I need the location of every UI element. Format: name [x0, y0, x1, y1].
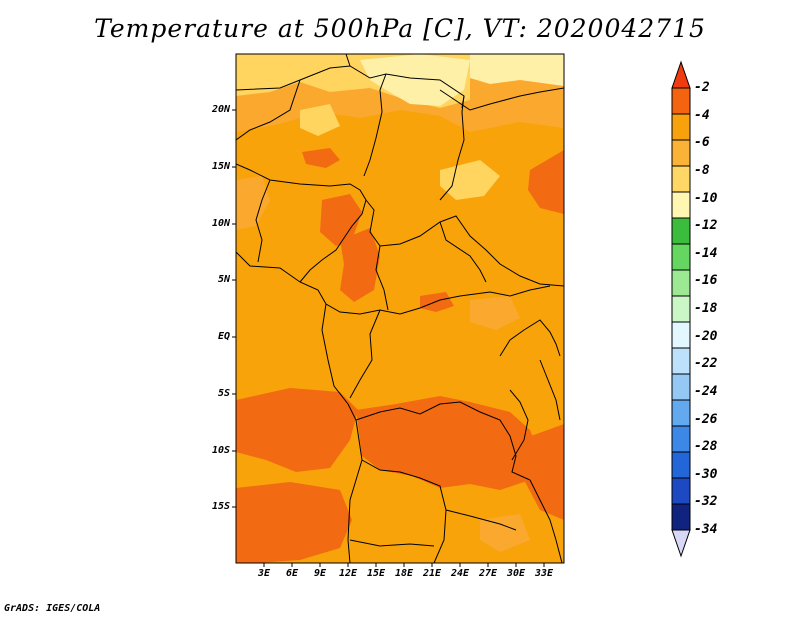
- colorbar-segment: [671, 399, 691, 427]
- colorbar-label: -16: [694, 273, 718, 289]
- colorbar-label: -32: [694, 494, 718, 510]
- field-patch-cool-6: [480, 514, 530, 552]
- colorbar-label: -34: [694, 522, 718, 537]
- colorbar-segment: [671, 139, 691, 167]
- colorbar-segment: [671, 477, 691, 505]
- field-patch-cool-5: [470, 296, 520, 330]
- lat-label: 10S: [211, 445, 230, 456]
- colorbar-label: -4: [694, 107, 710, 123]
- colorbar-bottom-arrow: [671, 529, 691, 558]
- field-patch-warm-7: [356, 396, 540, 490]
- colorbar-segment: [671, 191, 691, 219]
- lon-label: 3E: [257, 568, 271, 579]
- field-patch-cool-2: [300, 104, 340, 136]
- field-patch-warm-6: [236, 388, 358, 472]
- colorbar-segment: [671, 451, 691, 479]
- colorbar-label: -30: [694, 466, 718, 482]
- map-frame: [235, 53, 565, 564]
- lat-tick-marks: [232, 109, 236, 508]
- colorbar-segment: [671, 425, 691, 453]
- field-patch-warm-4: [528, 150, 564, 214]
- colorbar-segment: [671, 243, 691, 271]
- colorbar-label: -18: [694, 301, 718, 316]
- field-patch-cold-2: [470, 54, 564, 86]
- lon-label: 9E: [313, 568, 327, 579]
- lon-label: 27E: [478, 568, 498, 579]
- colorbar-label: -22: [694, 356, 718, 372]
- field-patch-warm-9: [520, 424, 564, 520]
- field-patch-warm-1: [302, 148, 340, 168]
- colorbar-segment: [671, 113, 691, 141]
- colorbar-label: -10: [694, 190, 718, 206]
- lat-label: EQ: [217, 331, 230, 342]
- lat-label: 15S: [211, 501, 230, 512]
- colorbar-label: -28: [694, 439, 718, 455]
- country-borders: [236, 54, 564, 563]
- colorbar-segment: [671, 165, 691, 193]
- lat-label: 15N: [211, 161, 230, 172]
- colorbar-label: -20: [694, 328, 718, 344]
- lon-label: 18E: [394, 568, 414, 579]
- lon-label: 33E: [534, 568, 554, 579]
- colorbar-segment: [671, 269, 691, 297]
- colorbar-segment: [671, 347, 691, 375]
- colorbar-top-arrow: [671, 60, 691, 89]
- colorbar-label: -8: [694, 162, 710, 178]
- colorbar-segment: [671, 373, 691, 401]
- temperature-field: [236, 54, 564, 563]
- lat-label: 20N: [211, 104, 230, 115]
- lon-label: 24E: [450, 568, 470, 579]
- colorbar-label: -24: [694, 383, 718, 399]
- field-patch-cool-4: [236, 176, 270, 230]
- colorbar-label: -14: [694, 245, 718, 261]
- colorbar-segment: [671, 503, 691, 531]
- lon-label: 6E: [285, 568, 299, 579]
- field-patch-warm-8: [236, 482, 352, 563]
- footer-credit: GrADS: IGES/COLA: [4, 603, 101, 614]
- colorbar-label: -12: [694, 218, 718, 234]
- field-patch-cold-1: [360, 54, 470, 106]
- lon-tick-marks: [263, 563, 545, 567]
- lon-label: 21E: [422, 568, 442, 579]
- colorbar-label: -6: [694, 135, 710, 151]
- colorbar-segment: [671, 87, 691, 115]
- lon-label: 12E: [338, 568, 358, 579]
- lat-label: 10N: [211, 218, 230, 229]
- lat-label: 5S: [217, 388, 230, 399]
- colorbar-label: -2: [694, 80, 710, 95]
- colorbar-label: -26: [694, 411, 718, 427]
- lon-label: 15E: [366, 568, 386, 579]
- page-title: Temperature at 500hPa [C], VT: 202004271…: [94, 14, 706, 43]
- field-patch-cool-3: [440, 160, 500, 200]
- lon-label: 30E: [506, 568, 526, 579]
- field-patch-warm-2: [320, 194, 362, 246]
- colorbar-segment: [671, 217, 691, 245]
- lat-label: 5N: [217, 274, 230, 285]
- field-patch-warm-5: [420, 292, 454, 312]
- colorbar-segment: [671, 321, 691, 349]
- colorbar-segment: [671, 295, 691, 323]
- field-patch-warm-3: [340, 228, 380, 302]
- colorbar: [671, 60, 691, 558]
